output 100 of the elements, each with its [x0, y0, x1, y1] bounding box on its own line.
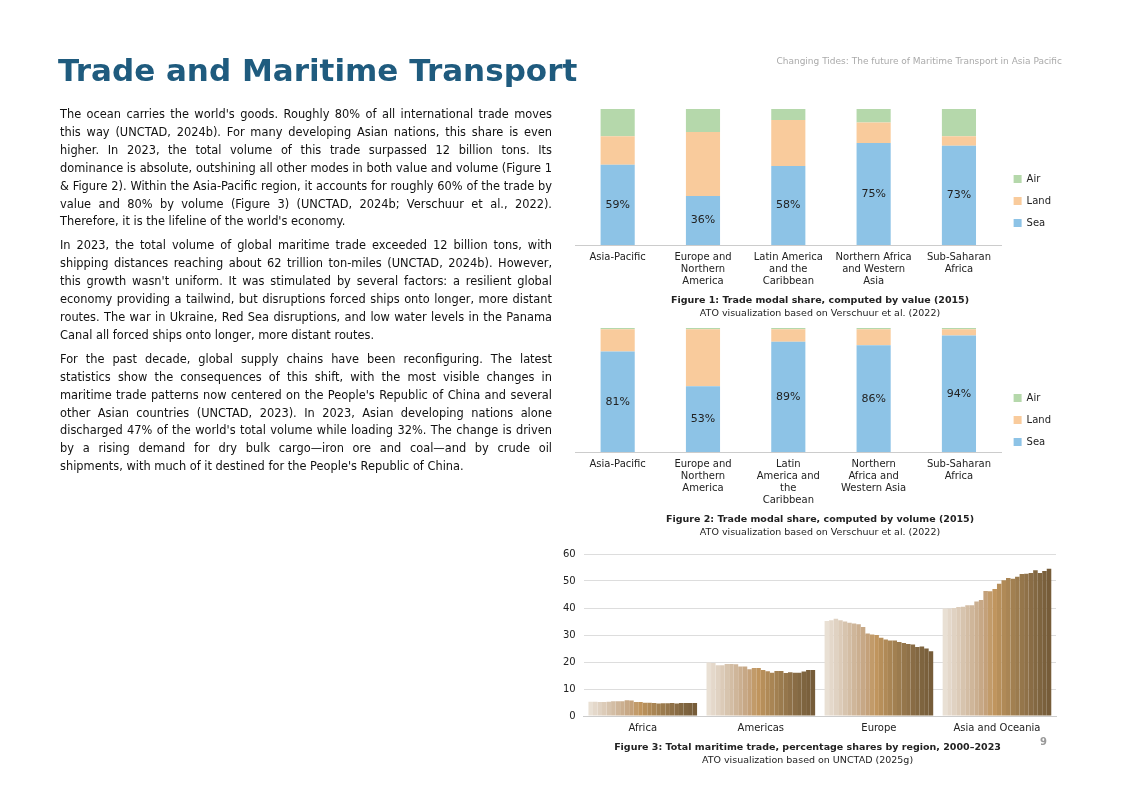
bar	[685, 329, 721, 387]
data-label: 89%	[776, 389, 801, 403]
bar	[983, 590, 988, 716]
bar	[856, 624, 861, 716]
text: ATO visualization based on Verschuur et al. (2022)	[698, 525, 942, 538]
bar	[956, 606, 961, 716]
bar	[947, 608, 952, 716]
bar	[665, 703, 670, 716]
bar	[629, 700, 634, 716]
bar	[1033, 570, 1038, 716]
bar	[787, 672, 793, 716]
x-tick-label: Europe and Northern America	[674, 250, 732, 286]
bar	[856, 122, 891, 143]
bar	[651, 703, 657, 716]
x-tick-label: Europe	[861, 721, 897, 733]
bar	[765, 671, 770, 716]
bar	[600, 164, 635, 245]
x-tick-label: Sub-Saharan Africa	[926, 250, 992, 274]
bar	[838, 620, 843, 716]
bar	[829, 620, 834, 716]
bar	[847, 622, 852, 716]
bar	[856, 143, 891, 245]
y-tick-label: 60	[562, 547, 576, 559]
legend-label: Land	[1026, 194, 1052, 206]
bar	[642, 702, 648, 716]
data-label: 94%	[946, 386, 972, 400]
text: For the past decade, global supply chains have been reconfiguring. The latest statistics show the consequences of this shift, with the most visible changes in maritime trade patterns now centered on the People's Republic of China and several other Asian countries (UNCTAD, 2023). In 2023, Asian developing nations alone discharged 47% of the world's total volume while loading 32%. The change is driven by a rising demand for dry bulk cargo—iron ore and coal—and by crude oil shipments, with much of it destined for the People's Republic of China.	[60, 350, 552, 476]
bar	[771, 109, 806, 120]
x-tick-label: Asia-Pacific	[589, 457, 646, 469]
text: Changing Tides: The future of Maritime Transport in Asia Pacific	[775, 56, 1062, 66]
bar	[620, 701, 625, 716]
bar	[660, 703, 666, 716]
data-label: 36%	[690, 213, 716, 227]
bar	[678, 703, 684, 716]
bar	[941, 335, 977, 452]
bar	[1042, 571, 1047, 716]
x-tick-label: Asia and Oceania	[953, 721, 1041, 733]
bar	[771, 329, 806, 342]
x-tick-label: Americas	[737, 721, 785, 733]
bar	[600, 136, 635, 165]
bar	[771, 166, 806, 245]
x-tick-label: Latin America and the Caribbean	[753, 250, 823, 286]
bar	[883, 639, 888, 716]
bar	[669, 703, 675, 716]
data-label: 58%	[776, 198, 801, 212]
bar	[738, 666, 743, 716]
bar	[856, 109, 891, 123]
bar	[656, 703, 661, 716]
legend-label: Air	[1026, 391, 1042, 403]
bar	[774, 670, 779, 716]
bar	[915, 646, 920, 716]
y-tick-label: 0	[569, 709, 576, 721]
bar	[810, 670, 816, 716]
bar	[856, 345, 891, 452]
bar	[771, 341, 806, 452]
data-label: 53%	[690, 412, 716, 425]
text: Figure 2: Trade modal share, computed by volume (2015)	[664, 512, 976, 525]
bar	[760, 670, 766, 716]
bar	[715, 665, 721, 716]
x-tick-label: Asia-Pacific	[589, 250, 646, 262]
bar	[685, 386, 721, 452]
text: Figure 1: Trade modal share, computed by value (2015)	[669, 293, 971, 306]
data-label: 59%	[605, 197, 630, 211]
bar	[747, 669, 752, 716]
bar	[941, 329, 977, 336]
x-tick-label: Europe and Northern America	[674, 457, 732, 493]
bar	[692, 703, 698, 716]
bar	[600, 351, 635, 452]
bar	[924, 648, 929, 716]
bar	[711, 663, 716, 716]
x-tick-label: Northern Africa and Western Asia	[841, 457, 907, 493]
text: 9	[1040, 736, 1047, 747]
bar	[685, 109, 721, 133]
legend-label: Sea	[1026, 216, 1046, 228]
y-tick-label: 10	[562, 682, 576, 694]
bar	[733, 664, 739, 716]
bar	[685, 132, 721, 197]
bar	[624, 700, 630, 716]
text: Figure 3: Total maritime trade, percentage shares by region, 2000–2023	[614, 741, 1001, 752]
x-tick-label: Latin America and the Caribbean	[756, 457, 820, 505]
data-label: 73%	[946, 188, 972, 202]
bar	[941, 109, 977, 137]
legend-label: Land	[1026, 413, 1052, 425]
text: The ocean carries the world's goods. Roughly 80% of all international trade moves this way (UNCTAD, 2024b). For many developing Asian nations, this share is even higher. In 2023, the total volume of this trade surpassed 12 billion tons. Its dominance is absolute, outshining all other modes in both value and volume (Figure 1 & Figure 2). Within the Asia-Pacific region, it accounts for roughly 60% of the trade by value and 80% by volume (Figure 3) (UNCTAD, 2024b; Verschuur et al., 2022). Therefore, it is the lifeline of the world's economy.	[60, 106, 552, 231]
bar	[906, 643, 911, 716]
text: ATO visualization based on UNCTAD (2025g)	[700, 753, 915, 766]
text: In 2023, the total volume of global maritime trade exceeded 12 billion tons, with shipping distances reaching about 62 trillion ton-miles (UNCTAD, 2024b). However, this growth wasn't uniform. It was stimulated by several factors: a resilient global economy providing a tailwind, but disruptions forced ships onto longer, more distant routes. The war in Ukraine, Red Sea disruptions, and low water levels in the Panama Canal all forced ships onto longer, more distant routes.	[60, 237, 552, 344]
x-tick-label: Africa	[628, 721, 658, 733]
bar	[600, 109, 635, 137]
bar	[720, 665, 725, 716]
bar	[806, 670, 811, 716]
bar	[683, 703, 689, 716]
legend-label: Sea	[1026, 435, 1046, 447]
bar	[600, 329, 635, 352]
bar	[771, 119, 806, 167]
bar	[756, 667, 761, 716]
bar	[941, 136, 977, 146]
bar	[874, 635, 879, 716]
bar	[685, 196, 721, 245]
bar	[1015, 576, 1020, 716]
